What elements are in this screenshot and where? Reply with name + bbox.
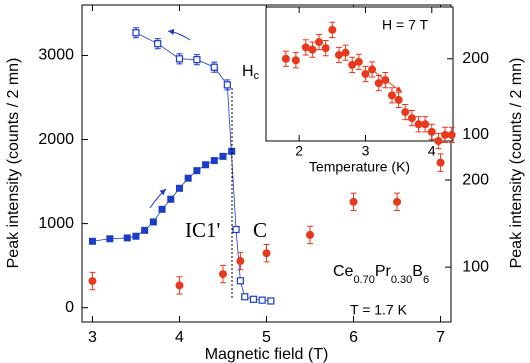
data-point [262,249,271,258]
y-tick-label: 2000 [38,131,74,148]
data-point [421,120,430,129]
data-point [154,40,162,48]
data-point [210,63,218,71]
main-chart: 3 4 5 6 7 0 1000 2000 3000 100 200 Magnetic field (… [5,4,525,363]
data-point [193,56,201,64]
data-point [354,57,363,66]
data-point [219,152,227,160]
data-point [328,25,337,34]
data-point [348,60,357,69]
data-point [306,230,315,239]
x-tick-label: 2 [295,143,303,159]
data-point [132,29,140,37]
data-point [236,277,244,285]
x-tick-label: 6 [349,329,358,346]
x-tick-label: 3 [362,143,370,159]
y-axis-label: Peak intensity (counts / 2 mn) [5,58,22,269]
temperature-label: T = 1.7 K [350,302,408,318]
phase-label: IC1' [185,218,220,242]
data-point [394,95,403,104]
data-point [141,226,149,234]
y-tick-label: 100 [462,126,489,143]
data-point [321,44,330,53]
x-tick-label: 5 [262,329,271,346]
data-point [434,137,443,145]
data-point [149,218,157,226]
data-point [232,225,240,234]
arrow [374,71,403,93]
data-point [249,295,258,303]
data-point [368,65,377,74]
data-point [236,257,245,266]
data-point [387,91,396,100]
data-point [132,232,140,240]
data-point [167,195,175,203]
x-tick-label: 4 [428,143,436,159]
x-tick-label: 4 [175,329,184,346]
data-point [334,50,343,59]
y-tick-label: 0 [65,299,74,316]
y-tick-label: 200 [462,171,489,188]
data-point [361,70,370,78]
data-point [341,48,350,57]
y-tick-label: 3000 [38,47,74,64]
data-point [393,197,402,206]
data-point [315,38,324,47]
data-point [106,235,114,243]
x-axis-label: Temperature (K) [309,159,410,175]
data-point [218,270,227,279]
data-point [447,130,456,139]
arrow [167,29,191,41]
data-point [436,158,445,167]
data-point [349,197,358,206]
data-point [175,281,184,290]
data-point [414,120,423,129]
data-point [308,45,317,54]
plot-frame [265,6,454,142]
data-point [158,205,166,213]
x-tick-label: 7 [436,329,445,346]
data-point [267,297,275,305]
data-point [281,54,290,63]
data-point [88,237,96,245]
data-point [223,81,231,89]
data-point [175,184,183,192]
inset-chart: 2 3 4 100 200 Temperature (K) H = 7 T [265,6,489,175]
field-label: H = 7 T [382,17,428,33]
x-tick-label: 3 [88,329,97,346]
data-point [184,174,192,182]
data-point [441,130,450,139]
data-point [210,157,218,165]
phase-label: C [253,218,267,242]
data-point [374,79,383,88]
critical-field-label: Hc [242,63,260,82]
data-point [301,43,310,52]
x-axis-label: Magnetic field (T) [205,346,329,363]
data-point [407,114,416,123]
y-tick-label: 200 [462,50,489,67]
data-point [193,167,201,175]
data-point [88,277,97,286]
compound-label: Ce0.70Pr0.30B6 [333,263,429,286]
data-point [258,296,266,304]
y-tick-label: 1000 [38,215,74,232]
data-point [175,55,184,63]
data-point [291,56,300,65]
data-point [123,234,131,242]
data-point [202,161,210,169]
data-point [241,293,249,301]
arrow [149,188,167,209]
y-tick-label: 100 [462,258,489,275]
y2-axis-label: Peak intensity (counts / 2 mn) [508,58,525,269]
annotations: Hc IC1' C Ce0.70Pr0.30B6 T = 1.7 K [149,29,429,318]
data-point [427,127,436,136]
data-point [401,108,410,117]
